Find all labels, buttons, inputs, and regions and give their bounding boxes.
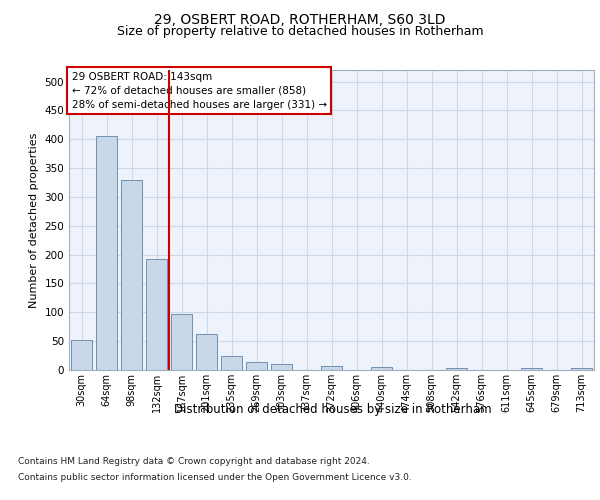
Text: Distribution of detached houses by size in Rotherham: Distribution of detached houses by size … [174,402,492,415]
Text: Size of property relative to detached houses in Rotherham: Size of property relative to detached ho… [116,25,484,38]
Text: Contains HM Land Registry data © Crown copyright and database right 2024.: Contains HM Land Registry data © Crown c… [18,458,370,466]
Bar [446,368,467,370]
Bar [171,314,192,370]
Bar [121,180,142,370]
Bar [196,334,217,370]
Bar [321,366,342,370]
Text: Contains public sector information licensed under the Open Government Licence v3: Contains public sector information licen… [18,472,412,482]
Text: 29, OSBERT ROAD, ROTHERHAM, S60 3LD: 29, OSBERT ROAD, ROTHERHAM, S60 3LD [154,12,446,26]
Text: 29 OSBERT ROAD: 143sqm
← 72% of detached houses are smaller (858)
28% of semi-de: 29 OSBERT ROAD: 143sqm ← 72% of detached… [71,72,327,110]
Bar [96,136,117,370]
Bar [246,362,267,370]
Bar [521,368,542,370]
Y-axis label: Number of detached properties: Number of detached properties [29,132,39,308]
Bar [71,340,92,370]
Bar [271,364,292,370]
Bar [146,259,167,370]
Bar [571,368,592,370]
Bar [371,367,392,370]
Bar [221,356,242,370]
